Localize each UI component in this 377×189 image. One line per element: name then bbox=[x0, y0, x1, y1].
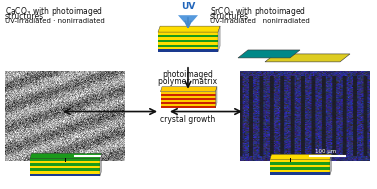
Polygon shape bbox=[265, 54, 350, 62]
Polygon shape bbox=[161, 92, 216, 94]
Polygon shape bbox=[161, 104, 216, 106]
Polygon shape bbox=[270, 167, 330, 170]
Polygon shape bbox=[30, 171, 100, 174]
Text: CaCO$_3$ with photoimaged: CaCO$_3$ with photoimaged bbox=[5, 5, 103, 18]
Text: SrCO$_3$ with photoimaged: SrCO$_3$ with photoimaged bbox=[210, 5, 306, 18]
Polygon shape bbox=[158, 47, 218, 50]
Polygon shape bbox=[30, 163, 100, 166]
Polygon shape bbox=[161, 96, 216, 98]
Polygon shape bbox=[216, 87, 217, 108]
Polygon shape bbox=[161, 102, 216, 104]
Polygon shape bbox=[158, 32, 218, 35]
Polygon shape bbox=[161, 87, 217, 92]
Polygon shape bbox=[158, 40, 218, 42]
Polygon shape bbox=[270, 172, 330, 175]
Polygon shape bbox=[270, 164, 330, 167]
Polygon shape bbox=[161, 98, 216, 100]
Polygon shape bbox=[158, 44, 218, 47]
Polygon shape bbox=[158, 42, 218, 44]
Polygon shape bbox=[330, 154, 331, 175]
Polygon shape bbox=[270, 172, 330, 175]
Polygon shape bbox=[218, 26, 220, 52]
Polygon shape bbox=[30, 174, 100, 176]
Polygon shape bbox=[161, 106, 216, 108]
Polygon shape bbox=[161, 94, 216, 96]
Polygon shape bbox=[158, 37, 218, 40]
Polygon shape bbox=[158, 50, 218, 52]
Polygon shape bbox=[30, 158, 100, 161]
Polygon shape bbox=[30, 168, 100, 171]
Polygon shape bbox=[100, 153, 101, 176]
Text: UV: UV bbox=[181, 2, 195, 11]
Polygon shape bbox=[270, 159, 330, 162]
Text: photoimaged: photoimaged bbox=[162, 70, 213, 79]
Polygon shape bbox=[238, 50, 300, 58]
Text: 5 μm: 5 μm bbox=[80, 149, 94, 154]
Polygon shape bbox=[30, 166, 100, 168]
Polygon shape bbox=[158, 26, 220, 32]
Polygon shape bbox=[30, 161, 100, 163]
Polygon shape bbox=[270, 154, 331, 159]
Text: UV-irradiated · nonirradiated: UV-irradiated · nonirradiated bbox=[5, 18, 105, 24]
Text: 100 μm: 100 μm bbox=[315, 149, 336, 154]
Text: UV-irradiated   nonirradiated: UV-irradiated nonirradiated bbox=[210, 18, 310, 24]
Polygon shape bbox=[270, 162, 330, 164]
Polygon shape bbox=[270, 170, 330, 172]
Text: polymer matrix: polymer matrix bbox=[158, 77, 218, 86]
Polygon shape bbox=[158, 35, 218, 37]
Text: structures: structures bbox=[5, 12, 44, 21]
Text: crystal growth: crystal growth bbox=[160, 115, 216, 124]
Polygon shape bbox=[30, 153, 101, 158]
Polygon shape bbox=[30, 173, 100, 176]
Text: structures: structures bbox=[210, 12, 249, 21]
Polygon shape bbox=[161, 100, 216, 102]
Polygon shape bbox=[178, 15, 198, 22]
